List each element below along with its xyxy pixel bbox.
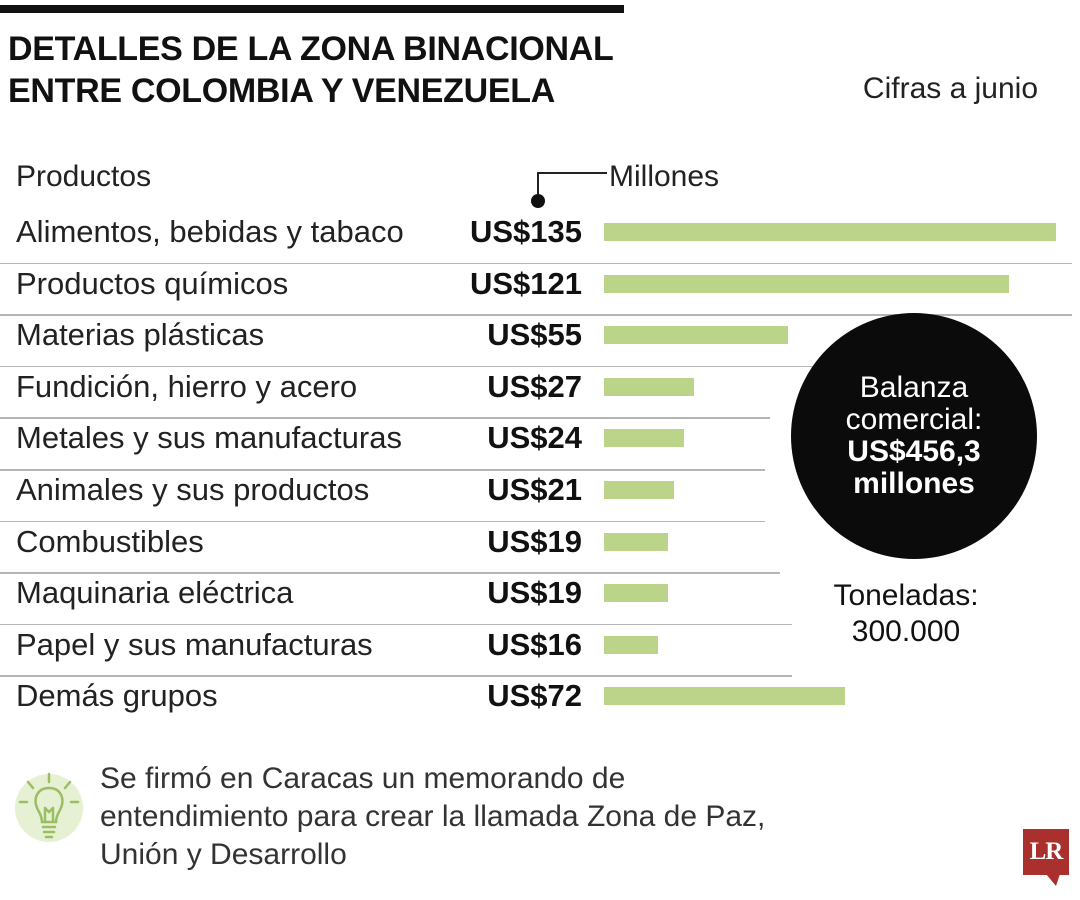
bar xyxy=(604,635,658,654)
unit-pointer-dot xyxy=(531,194,545,208)
row-divider xyxy=(0,365,830,368)
publisher-logo: LR xyxy=(1023,829,1069,875)
category-label: Animales y sus productos xyxy=(16,472,370,507)
value-label: US$72 xyxy=(487,678,582,714)
tonnage-label: Toneladas: xyxy=(833,579,979,612)
category-header: Productos xyxy=(16,160,152,193)
row-divider xyxy=(0,262,1072,265)
page-title: DETALLES DE LA ZONA BINACIONAL ENTRE COL… xyxy=(8,28,708,112)
title-line-1: DETALLES DE LA ZONA BINACIONAL xyxy=(8,30,614,68)
row-divider xyxy=(0,520,765,523)
value-label: US$27 xyxy=(487,368,582,404)
value-label: US$19 xyxy=(487,575,582,611)
tonnage-block: Toneladas: 300.000 xyxy=(790,578,1022,650)
value-label: US$121 xyxy=(469,265,582,301)
subtitle: Cifras a junio xyxy=(862,72,1038,105)
unit-label: Millones xyxy=(609,160,720,193)
callout-line-1: Balanza xyxy=(859,371,969,404)
category-label: Papel y sus manufacturas xyxy=(16,626,373,662)
callout-line-2: comercial: xyxy=(845,403,983,436)
lightbulb-icon xyxy=(15,772,83,842)
value-label: US$16 xyxy=(487,626,582,662)
row-divider xyxy=(0,572,780,574)
bar xyxy=(604,584,668,603)
bar xyxy=(604,223,1056,241)
category-label: Fundición, hierro y acero xyxy=(16,368,358,404)
value-label: US$55 xyxy=(487,317,582,353)
row-divider xyxy=(0,623,792,626)
bar xyxy=(604,481,675,499)
bar xyxy=(604,274,1010,293)
category-label: Demás grupos xyxy=(16,678,218,714)
top-rule xyxy=(0,5,624,13)
unit-pointer-line xyxy=(537,172,607,174)
unit-pointer-stem xyxy=(537,172,539,198)
category-label: Maquinaria eléctrica xyxy=(16,575,294,611)
bar xyxy=(604,326,789,345)
tonnage-value: 300.000 xyxy=(851,615,961,648)
bar xyxy=(604,377,695,396)
value-label: US$24 xyxy=(487,420,582,456)
title-line-2: ENTRE COLOMBIA Y VENEZUELA xyxy=(8,72,555,110)
value-label: US$135 xyxy=(469,214,582,249)
category-label: Materias plásticas xyxy=(16,317,265,353)
category-label: Productos químicos xyxy=(16,265,289,301)
category-label: Metales y sus manufacturas xyxy=(16,420,402,456)
logo-tail xyxy=(1046,874,1060,886)
trade-balance-callout: Balanza comercial: US$456,3 millones xyxy=(791,313,1037,559)
category-label: Alimentos, bebidas y tabaco xyxy=(16,214,404,249)
value-label: US$19 xyxy=(487,523,582,559)
bar xyxy=(604,687,846,706)
note-text: Se firmó en Caracas un memorando de ente… xyxy=(100,762,766,871)
row-divider xyxy=(0,417,770,419)
value-label: US$21 xyxy=(487,472,582,507)
callout-line-4: millones xyxy=(853,467,975,500)
bar xyxy=(604,429,685,448)
callout-line-3: US$456,3 xyxy=(847,435,981,468)
bar xyxy=(604,532,668,551)
row-divider xyxy=(0,469,765,471)
category-label: Combustibles xyxy=(16,523,204,559)
row-divider xyxy=(0,675,792,677)
row-divider xyxy=(0,314,1072,316)
